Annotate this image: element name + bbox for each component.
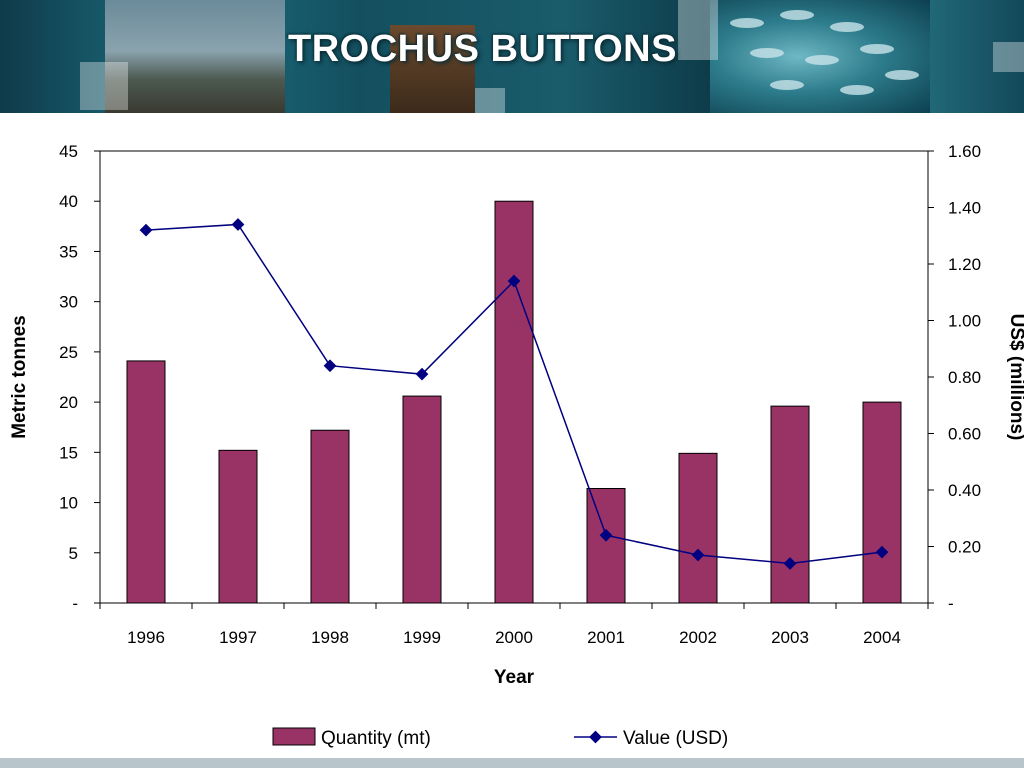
value-point-1997 — [231, 218, 245, 231]
left-tick-label: 10 — [59, 494, 78, 513]
bar-2002 — [678, 452, 718, 604]
x-tick-label: 1998 — [311, 628, 349, 647]
left-tick-label: 40 — [59, 192, 78, 211]
right-tick-label: 1.40 — [948, 199, 981, 218]
bar-2001 — [586, 487, 626, 604]
bar-1999 — [402, 395, 442, 604]
right-tick-label: 1.60 — [948, 142, 981, 161]
x-tick-label: 1999 — [403, 628, 441, 647]
canoe-photo — [390, 25, 475, 113]
x-tick-label: 1996 — [127, 628, 165, 647]
fisher-photo — [105, 0, 285, 113]
decor-square — [80, 62, 128, 110]
left-tick-label: - — [72, 594, 78, 613]
left-tick-label: 25 — [59, 343, 78, 362]
left-tick-label: 20 — [59, 393, 78, 412]
value-point-1996 — [139, 223, 153, 237]
bar-2004 — [862, 401, 902, 604]
right-tick-label: 0.80 — [948, 368, 981, 387]
left-tick-label: 30 — [59, 293, 78, 312]
x-tick-label: 2001 — [587, 628, 625, 647]
footer-strip — [0, 758, 1024, 768]
legend-swatch-quantity — [272, 727, 316, 746]
fish-school-photo — [710, 0, 930, 113]
left-tick-label: 35 — [59, 242, 78, 261]
x-tick-label: 2004 — [863, 628, 901, 647]
legend-label-quantity: Quantity (mt) — [321, 728, 431, 749]
x-tick-label: 2002 — [679, 628, 717, 647]
right-tick-label: 1.20 — [948, 255, 981, 274]
slide-title: TROCHUS BUTTONS — [288, 28, 677, 70]
y-axis-title: Metric tonnes — [9, 315, 30, 439]
left-tick-label: 45 — [59, 142, 78, 161]
bar-1998 — [310, 429, 350, 604]
y2-axis-title: US$ (millions) — [1006, 314, 1024, 441]
value-point-1998 — [323, 359, 337, 373]
right-tick-label: 1.00 — [948, 312, 981, 331]
decor-square — [993, 42, 1024, 72]
bar-1997 — [218, 449, 258, 604]
right-tick-label: 0.40 — [948, 481, 981, 500]
legend-label-value: Value (USD) — [623, 728, 728, 749]
bar-2000 — [494, 200, 534, 604]
value-point-1999 — [415, 367, 429, 381]
left-tick-label: 5 — [69, 544, 78, 563]
right-tick-label: 0.60 — [948, 425, 981, 444]
bar-2003 — [770, 405, 810, 604]
x-tick-label: 2003 — [771, 628, 809, 647]
x-axis-title: Year — [494, 667, 535, 688]
combo-chart: - 5 10 15 20 25 30 35 40 45 - 0.20 0.40 0.60 0.80 1.00 1… — [9, 142, 1024, 749]
right-tick-label: - — [948, 594, 954, 613]
x-tick-label: 1997 — [219, 628, 257, 647]
decor-square — [678, 0, 718, 60]
legend-marker-value — [589, 730, 602, 744]
x-tick-label: 2000 — [495, 628, 533, 647]
header-banner: TROCHUS BUTTONS — [0, 0, 1024, 113]
left-tick-label: 15 — [59, 443, 78, 462]
bar-1996 — [126, 360, 166, 604]
decor-square — [475, 88, 505, 113]
right-tick-label: 0.20 — [948, 538, 981, 557]
